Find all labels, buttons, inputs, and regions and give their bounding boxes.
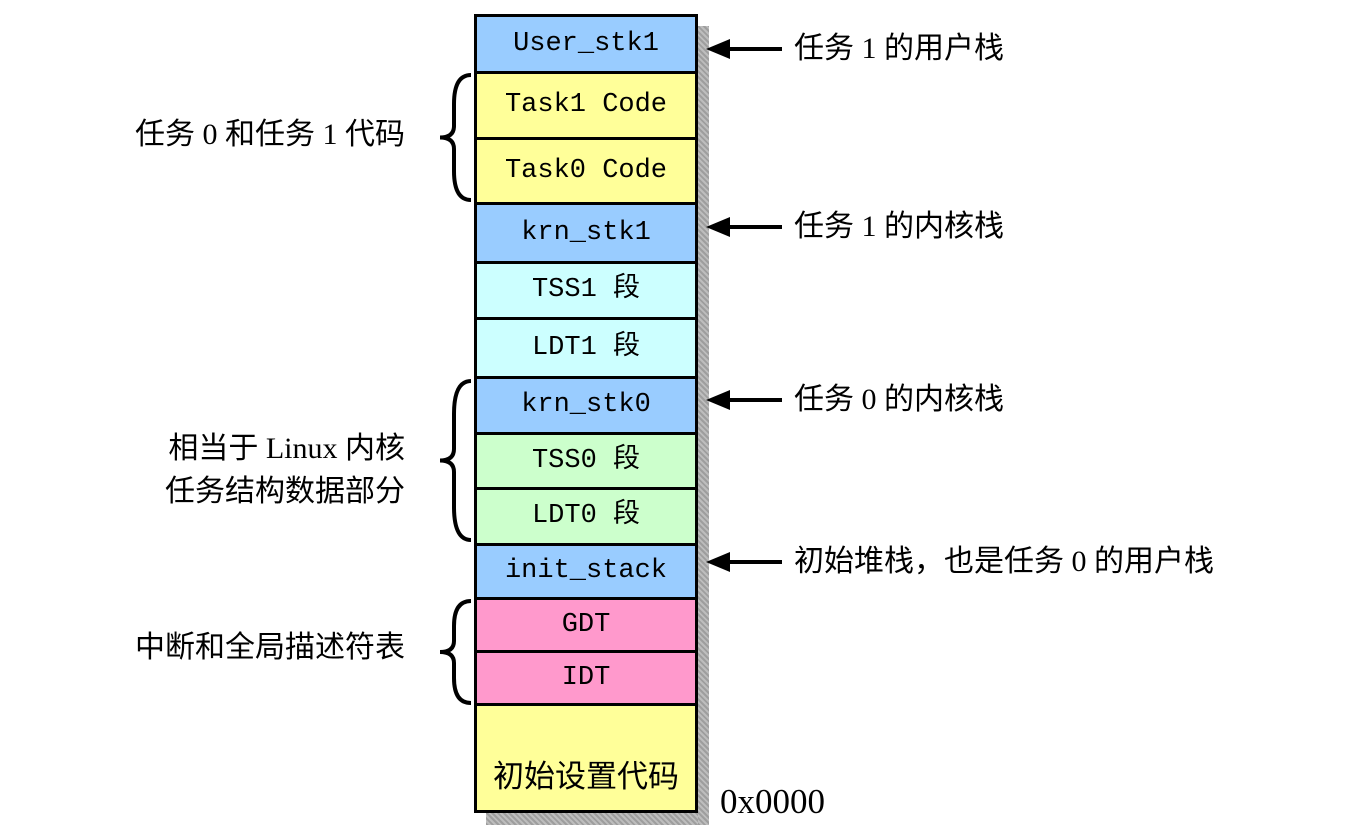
memory-segment-gdt: GDT [477, 600, 695, 653]
left-arrow-icon [704, 387, 784, 413]
memory-segment-idt: IDT [477, 653, 695, 706]
annotation-kernel-task-data-line1: 相当于 Linux 内核 [168, 432, 405, 465]
memory-segment-task0-code: Task0 Code [477, 140, 695, 205]
memory-segment-user-stk1: User_stk1 [477, 17, 695, 74]
left-arrow-icon [704, 549, 784, 575]
memory-segment-init-setup-code: 初始设置代码 [477, 706, 695, 810]
column-shadow-bottom [486, 813, 698, 825]
brace-kernel-task-data-icon [437, 378, 473, 543]
memory-segment-tss0: TSS0 段 [477, 435, 695, 490]
annotation-descriptor-tables-text: 中断和全局描述符表 [135, 631, 405, 664]
memory-segment-krn-stk1: krn_stk1 [477, 205, 695, 264]
memory-segment-krn-stk0: krn_stk0 [477, 379, 695, 435]
memory-column: User_stk1 Task1 Code Task0 Code krn_stk1… [474, 14, 698, 813]
brace-tasks-code-icon [437, 72, 473, 203]
memory-segment-ldt0: LDT0 段 [477, 490, 695, 546]
callout-user-stack-task1: 任务 1 的用户栈 [794, 32, 1004, 65]
memory-segment-init-stack: init_stack [477, 546, 695, 600]
annotation-tasks-code: 任务 0 和任务 1 代码 [58, 113, 405, 156]
memory-segment-tss1: TSS1 段 [477, 264, 695, 320]
memory-segment-task1-code: Task1 Code [477, 74, 695, 140]
base-address-label: 0x0000 [720, 782, 825, 821]
callout-kernel-stack-task0: 任务 0 的内核栈 [794, 383, 1004, 416]
left-arrow-icon [704, 36, 784, 62]
brace-descriptor-tables-icon [437, 598, 473, 706]
callout-kernel-stack-task1: 任务 1 的内核栈 [794, 210, 1004, 243]
column-shadow-right [698, 26, 709, 825]
annotation-tasks-code-text: 任务 0 和任务 1 代码 [135, 118, 405, 151]
annotation-kernel-task-data-line2: 任务结构数据部分 [165, 475, 405, 508]
annotation-kernel-task-data: 相当于 Linux 内核 任务结构数据部分 [58, 427, 405, 513]
left-arrow-icon [704, 214, 784, 240]
annotation-descriptor-tables: 中断和全局描述符表 [58, 626, 405, 669]
memory-segment-ldt1: LDT1 段 [477, 320, 695, 379]
callout-init-stack: 初始堆栈，也是任务 0 的用户栈 [794, 545, 1214, 578]
